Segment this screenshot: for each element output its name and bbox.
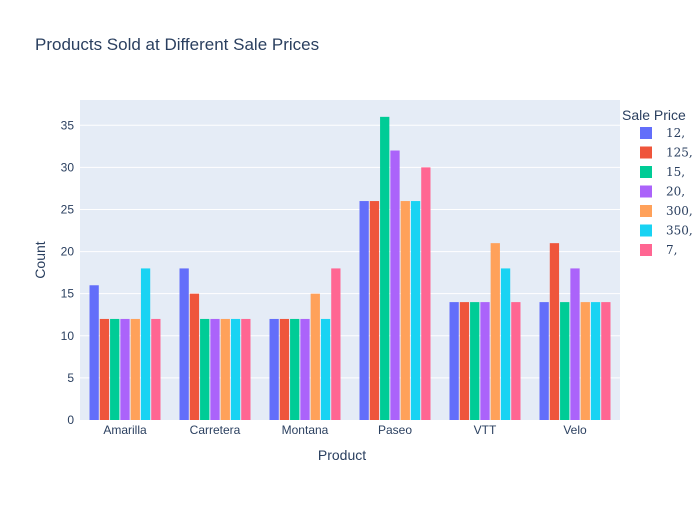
legend-entry: 300, <box>666 204 693 218</box>
bar-montana-0 <box>269 318 279 420</box>
x-tick-label: Montana <box>282 423 329 437</box>
legend-entry: 7, <box>666 243 677 257</box>
x-axis-ticks: Amarilla Carretera Montana Paseo VTT Velo <box>103 423 587 437</box>
chart-title: Products Sold at Different Sale Prices <box>35 35 319 54</box>
y-axis-ticks: 0 5 10 15 20 25 30 35 <box>61 118 75 427</box>
legend-entry: 15, <box>666 165 685 179</box>
y-tick-label: 25 <box>61 202 75 216</box>
y-tick-label: 20 <box>61 245 75 259</box>
bar-velo-6 <box>601 302 611 420</box>
legend-title: Sale Price <box>622 107 686 123</box>
bar-amarilla-4 <box>130 318 140 420</box>
bar-carretera-3 <box>210 318 220 420</box>
bar-vtt-0 <box>449 302 459 420</box>
y-tick-label: 10 <box>61 329 75 343</box>
y-tick-label: 30 <box>61 160 75 174</box>
bar-amarilla-6 <box>151 318 161 420</box>
legend-swatch <box>640 185 652 198</box>
legend-swatch <box>640 146 652 159</box>
bar-carretera-5 <box>230 318 241 420</box>
y-tick-label: 35 <box>61 118 75 132</box>
bar-paseo-6 <box>421 167 431 420</box>
bar-carretera-4 <box>220 318 230 420</box>
x-axis-label: Product <box>318 447 366 463</box>
x-tick-label: Amarilla <box>103 423 147 437</box>
bar-velo-2 <box>560 302 570 420</box>
bar-velo-0 <box>539 302 549 420</box>
legend: Sale Price 12, 125, 15, 20, 300, 350, 7, <box>622 107 693 257</box>
legend-entry: 350, <box>666 224 693 238</box>
legend-swatch <box>640 205 652 217</box>
bar-amarilla-3 <box>120 318 130 420</box>
bar-vtt-1 <box>459 302 470 420</box>
bar-velo-1 <box>549 243 560 420</box>
bar-carretera-1 <box>189 293 200 420</box>
bar-paseo-4 <box>400 201 410 420</box>
gridlines <box>80 124 620 379</box>
bar-paseo-3 <box>390 150 400 421</box>
bar-velo-3 <box>570 268 580 420</box>
x-tick-label: Carretera <box>190 423 241 437</box>
bar-vtt-2 <box>470 302 480 420</box>
legend-entry: 20, <box>666 185 685 199</box>
x-tick-label: VTT <box>474 423 497 437</box>
bar-velo-5 <box>590 302 601 420</box>
bar-vtt-5 <box>500 268 511 420</box>
bar-paseo-1 <box>369 201 380 420</box>
bar-paseo-5 <box>410 201 421 420</box>
bar-amarilla-0 <box>89 285 99 420</box>
bar-montana-1 <box>279 318 290 420</box>
bar-amarilla-5 <box>140 268 151 420</box>
bar-carretera-2 <box>200 318 210 420</box>
bar-carretera-0 <box>179 268 189 420</box>
y-tick-label: 5 <box>67 371 74 385</box>
legend-entry: 12, <box>666 126 685 140</box>
x-tick-label: Paseo <box>378 423 412 437</box>
y-axis-label: Count <box>32 241 48 278</box>
bar-amarilla-1 <box>99 318 110 420</box>
bar-montana-4 <box>310 293 320 420</box>
x-tick-label: Velo <box>563 423 587 437</box>
y-tick-label: 15 <box>61 287 75 301</box>
bar-montana-2 <box>290 318 300 420</box>
bar-carretera-6 <box>241 318 251 420</box>
bar-montana-3 <box>300 318 310 420</box>
legend-swatch <box>640 166 652 178</box>
bar-montana-5 <box>320 318 331 420</box>
bar-paseo-0 <box>359 201 369 420</box>
legend-entry: 125, <box>666 146 693 160</box>
y-tick-label: 0 <box>67 413 74 427</box>
bar-vtt-3 <box>480 302 490 420</box>
legend-swatch <box>640 224 652 237</box>
legend-swatch <box>640 244 652 256</box>
bars <box>89 116 611 421</box>
plot-area <box>80 100 620 420</box>
bar-velo-4 <box>580 302 590 420</box>
legend-swatch <box>640 127 652 139</box>
bar-vtt-4 <box>490 243 500 420</box>
bar-paseo-2 <box>380 116 390 420</box>
bar-montana-6 <box>331 268 341 420</box>
bar-amarilla-2 <box>110 318 120 420</box>
bar-vtt-6 <box>511 302 521 420</box>
